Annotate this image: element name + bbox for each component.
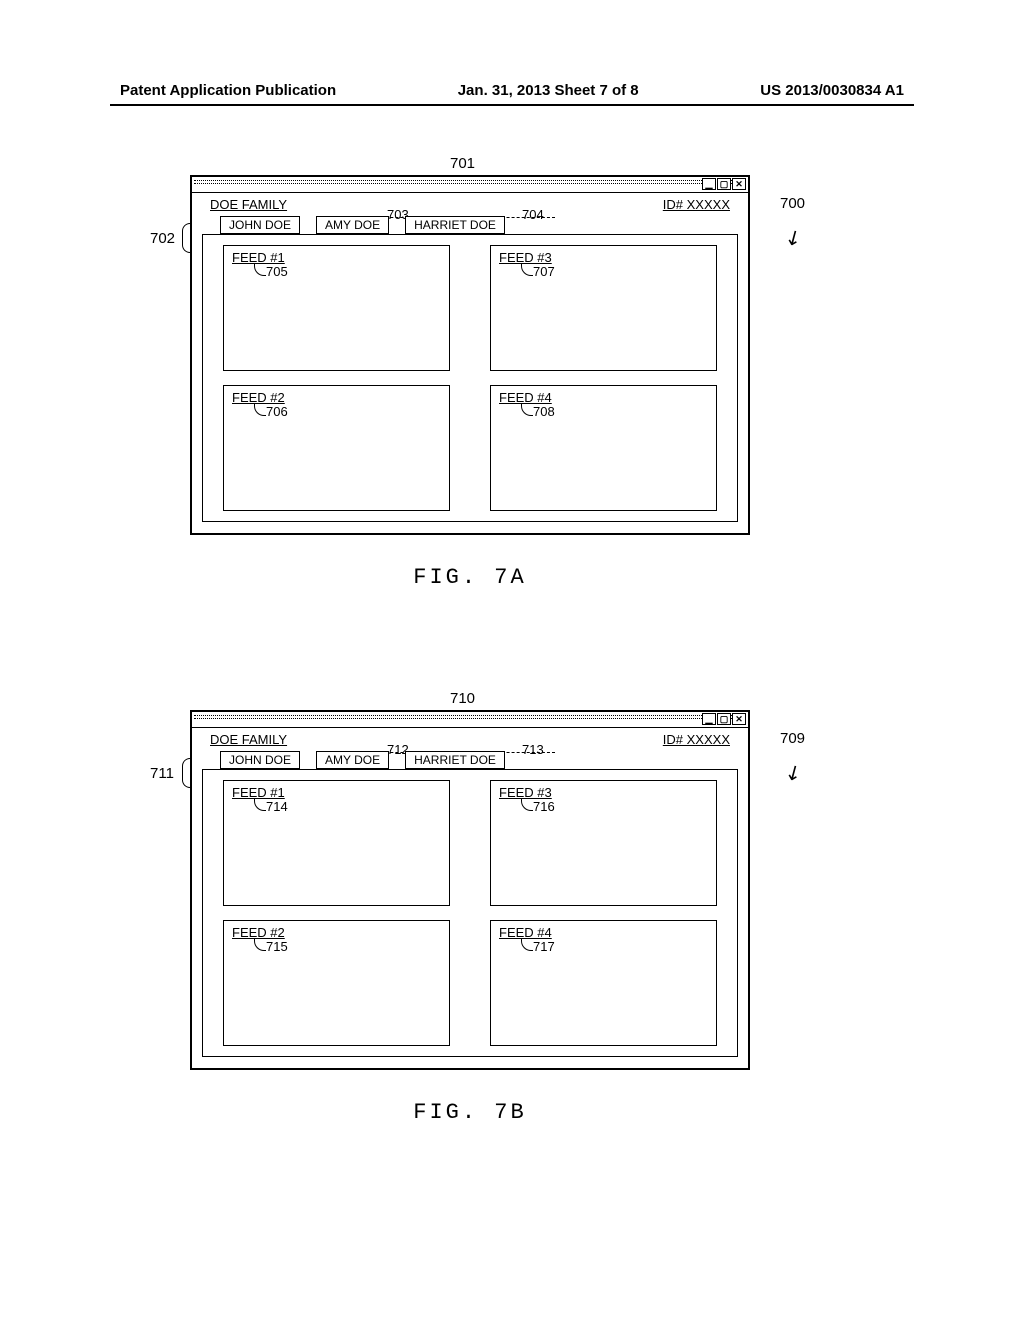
header-rule [110,104,914,106]
arrow-709: ↙ [780,757,807,787]
feed-1-b: FEED #1 714 [223,780,450,906]
tab-amy-doe[interactable]: AMY DOE [316,216,389,234]
lead-705 [254,264,266,276]
lead-716 [521,799,533,811]
family-name-b: DOE FAMILY [210,732,287,747]
lead-707 [521,264,533,276]
feed-3-b: FEED #3 716 [490,780,717,906]
caption-7b: FIG. 7B [190,1100,750,1125]
header-right: US 2013/0030834 A1 [760,82,904,99]
window-controls-b: ▁ ▢ ✕ [702,713,746,725]
arrow-700: ↙ [780,222,807,252]
window-b: ▁ ▢ ✕ DOE FAMILY ID# XXXXX 712 713 JOHN … [190,710,750,1070]
tab-john-doe[interactable]: JOHN DOE [220,216,300,234]
lead-706 [254,404,266,416]
maximize-icon[interactable]: ▢ [717,178,731,190]
tab-harriet-doe[interactable]: HARRIET DOE [405,216,505,234]
close-icon[interactable]: ✕ [732,178,746,190]
ref-709: 709 [780,730,805,747]
ref-700: 700 [780,195,805,212]
ref-717: 717 [533,939,555,954]
figure-7a: 701 ▁ ▢ ✕ DOE FAMILY ID# XXXXX 703 704 J… [190,175,750,590]
feed-2-b: FEED #2 715 [223,920,450,1046]
ref-702: 702 [150,230,175,247]
ref-706: 706 [266,404,288,419]
ref-714: 714 [266,799,288,814]
feed-2-a: FEED #2 706 [223,385,450,511]
page-header: Patent Application Publication Jan. 31, … [0,82,1024,99]
feed-1-a: FEED #1 705 [223,245,450,371]
family-name-a: DOE FAMILY [210,197,287,212]
tab-john-doe-b[interactable]: JOHN DOE [220,751,300,769]
id-number-b: ID# XXXXX [663,732,730,747]
header-center: Jan. 31, 2013 Sheet 7 of 8 [458,82,639,99]
tab-amy-doe-b[interactable]: AMY DOE [316,751,389,769]
header-left: Patent Application Publication [120,82,336,99]
window-controls: ▁ ▢ ✕ [702,178,746,190]
feed-4-b: FEED #4 717 [490,920,717,1046]
tab-harriet-doe-b[interactable]: HARRIET DOE [405,751,505,769]
lead-714 [254,799,266,811]
lead-717 [521,939,533,951]
minimize-icon[interactable]: ▁ [702,713,716,725]
close-icon[interactable]: ✕ [732,713,746,725]
ref-708: 708 [533,404,555,419]
titlebar-b: ▁ ▢ ✕ [192,712,748,728]
minimize-icon[interactable]: ▁ [702,178,716,190]
ref-715: 715 [266,939,288,954]
lead-708 [521,404,533,416]
figure-7b: 710 ▁ ▢ ✕ DOE FAMILY ID# XXXXX 712 713 J… [190,710,750,1125]
ref-716: 716 [533,799,555,814]
titlebar-a: ▁ ▢ ✕ [192,177,748,193]
brace-702 [182,223,192,253]
lead-715 [254,939,266,951]
ref-701: 701 [450,155,475,172]
id-number-a: ID# XXXXX [663,197,730,212]
content-a: FEED #1 705 FEED #3 707 FEED #2 706 FEED… [202,234,738,522]
feed-4-a: FEED #4 708 [490,385,717,511]
window-a: ▁ ▢ ✕ DOE FAMILY ID# XXXXX 703 704 JOHN … [190,175,750,535]
caption-7a: FIG. 7A [190,565,750,590]
content-b: FEED #1 714 FEED #3 716 FEED #2 715 FEED… [202,769,738,1057]
ref-711: 711 [150,765,174,782]
maximize-icon[interactable]: ▢ [717,713,731,725]
brace-711 [182,758,192,788]
feed-3-a: FEED #3 707 [490,245,717,371]
ref-705: 705 [266,264,288,279]
ref-707: 707 [533,264,555,279]
ref-710: 710 [450,690,475,707]
